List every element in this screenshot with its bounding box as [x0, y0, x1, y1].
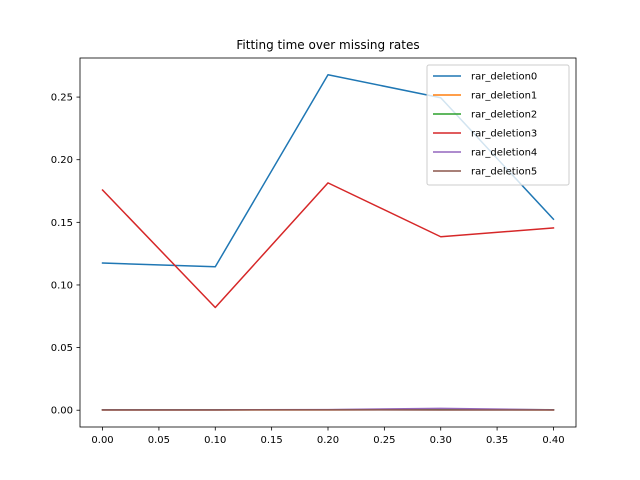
axes-layer: 0.00 0.05 0.10 0.15 0.20 0.25 0.30 0.35 0.40 0.00…	[51, 57, 577, 446]
x-tick-label: 0.00	[91, 435, 113, 446]
series-line-rar_deletion3	[101, 182, 555, 309]
y-tick-label: 0.20	[51, 155, 73, 166]
x-tick-label: 0.30	[430, 435, 452, 446]
legend-box	[426, 64, 570, 186]
series-layer	[101, 74, 555, 411]
legend-label-rar_deletion1: rar_deletion1	[471, 91, 537, 102]
legend: rar_deletion0 rar_deletion1 rar_deletion2r…	[426, 64, 570, 186]
x-tick-label: 0.05	[148, 435, 170, 446]
x-tick-label: 0.10	[204, 435, 226, 446]
x-tick-label: 0.25	[373, 435, 395, 446]
y-tick-label: 0.25	[51, 93, 73, 104]
x-tick-label: 0.15	[261, 435, 283, 446]
legend-label-rar_deletion5: rar_deletion5	[471, 167, 537, 178]
legend-label-rar_deletion4: rar_deletion4	[471, 148, 537, 159]
y-tick-label: 0.10	[51, 280, 73, 291]
y-tick-label: 0.05	[51, 343, 73, 354]
legend-label-rar_deletion0: rar_deletion0	[471, 72, 537, 83]
y-tick-label: 0.15	[51, 218, 73, 229]
chart-title: Fitting time over missing rates	[236, 38, 419, 52]
x-tick-label: 0.20	[317, 435, 339, 446]
x-tick-label: 0.40	[542, 435, 564, 446]
x-tick-label: 0.35	[486, 435, 508, 446]
y-tick-label: 0.00	[51, 406, 73, 417]
legend-label-rar_deletion3: rar_deletion3	[471, 129, 537, 140]
legend-label-rar_deletion2: rar_deletion2	[471, 110, 537, 121]
